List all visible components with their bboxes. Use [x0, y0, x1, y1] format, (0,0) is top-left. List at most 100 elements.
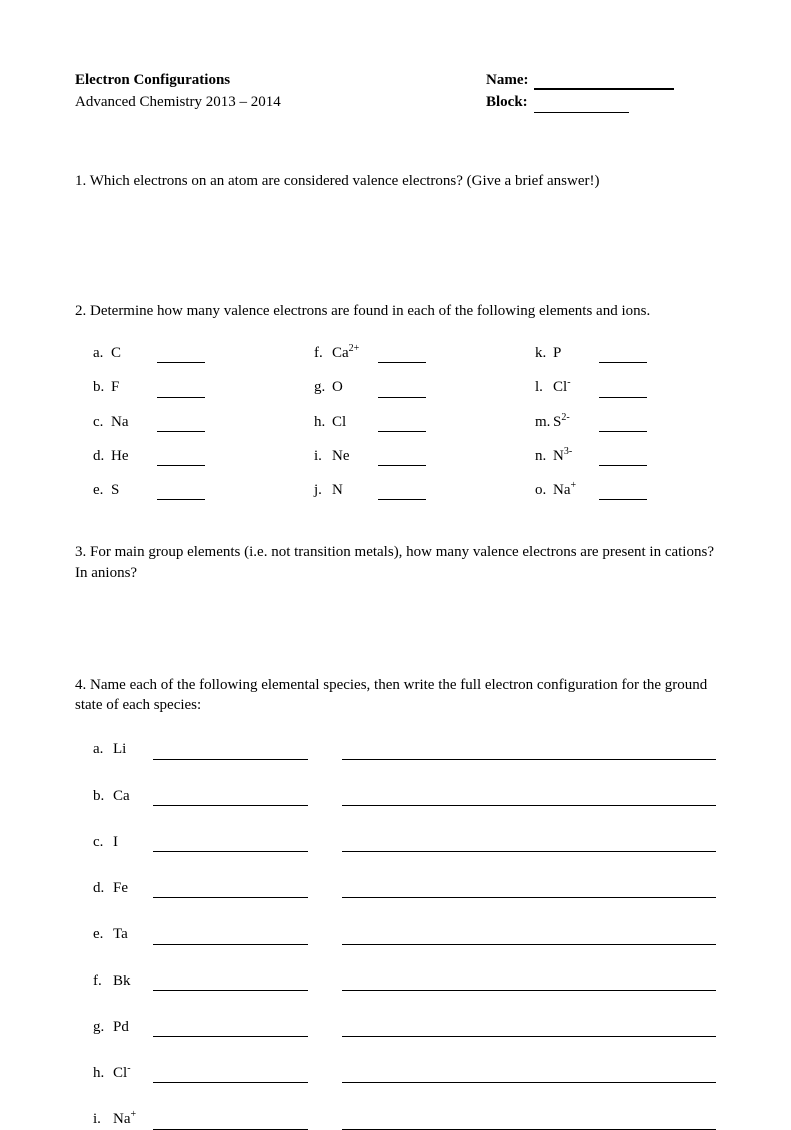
block-label: Block: — [486, 92, 528, 112]
q4-name-blank[interactable] — [153, 976, 308, 991]
q2-answer-blank[interactable] — [157, 348, 205, 363]
q4-config-blank[interactable] — [342, 1115, 716, 1130]
q2-item: i.Ne — [314, 446, 495, 466]
q2-item: b.F — [93, 377, 274, 397]
q4-name-blank[interactable] — [153, 791, 308, 806]
question-3-text: 3. For main group elements (i.e. not tra… — [75, 544, 714, 580]
q2-item-letter: l. — [535, 377, 553, 397]
worksheet-title: Electron Configurations — [75, 70, 230, 90]
q4-config-blank[interactable] — [342, 930, 716, 945]
q2-item: m.S2- — [535, 412, 716, 432]
q4-config-blank[interactable] — [342, 745, 716, 760]
q2-item-letter: a. — [93, 343, 111, 363]
q2-item-label: F — [111, 377, 151, 397]
q2-item: h.Cl — [314, 412, 495, 432]
name-label: Name: — [486, 70, 528, 90]
q2-item: a.C — [93, 343, 274, 363]
q2-answer-blank[interactable] — [157, 383, 205, 398]
question-4-text: 4. Name each of the following elemental … — [75, 677, 707, 713]
q4-row: i.Na+ — [93, 1109, 716, 1129]
q4-row-letter: d. — [93, 878, 113, 898]
q2-item: f.Ca2+ — [314, 343, 495, 363]
q2-answer-blank[interactable] — [599, 348, 647, 363]
q2-answer-blank[interactable] — [378, 451, 426, 466]
q4-row-label: I — [113, 832, 147, 852]
q4-row-letter: b. — [93, 786, 113, 806]
q2-item-letter: b. — [93, 377, 111, 397]
q2-item-letter: d. — [93, 446, 111, 466]
q2-answer-blank[interactable] — [157, 485, 205, 500]
q2-item-label: Cl — [332, 412, 372, 432]
question-4-list: a.Lib.Cac.Id.Fee.Taf.Bkg.Pdh.Cl-i.Na+ — [75, 739, 716, 1129]
q2-item-label: Na+ — [553, 480, 593, 500]
q2-item-letter: k. — [535, 343, 553, 363]
q4-config-blank[interactable] — [342, 791, 716, 806]
q2-item-label: N — [332, 480, 372, 500]
q4-row: c.I — [93, 832, 716, 852]
q4-config-blank[interactable] — [342, 883, 716, 898]
q4-row-label: Fe — [113, 878, 147, 898]
q4-name-blank[interactable] — [153, 1068, 308, 1083]
q2-item-letter: c. — [93, 412, 111, 432]
name-blank[interactable] — [534, 75, 674, 90]
q2-answer-blank[interactable] — [157, 451, 205, 466]
q2-item: j.N — [314, 480, 495, 500]
q2-item-label: He — [111, 446, 151, 466]
q4-config-blank[interactable] — [342, 976, 716, 991]
q2-item-label: Na — [111, 412, 151, 432]
q2-answer-blank[interactable] — [599, 383, 647, 398]
q2-item-letter: m. — [535, 412, 553, 432]
question-2: 2. Determine how many valence electrons … — [75, 301, 716, 501]
q4-name-blank[interactable] — [153, 1022, 308, 1037]
q4-config-blank[interactable] — [342, 1022, 716, 1037]
q4-row-label: Na+ — [113, 1109, 147, 1129]
q4-row-letter: c. — [93, 832, 113, 852]
q2-answer-blank[interactable] — [599, 451, 647, 466]
q2-item-letter: n. — [535, 446, 553, 466]
q2-item-letter: h. — [314, 412, 332, 432]
q4-row-letter: g. — [93, 1017, 113, 1037]
q2-item-label: Ne — [332, 446, 372, 466]
q2-item: n.N3- — [535, 446, 716, 466]
q2-item-letter: o. — [535, 480, 553, 500]
q2-item: k.P — [535, 343, 716, 363]
q2-item: d.He — [93, 446, 274, 466]
question-2-text: 2. Determine how many valence electrons … — [75, 303, 650, 319]
q4-row-letter: f. — [93, 971, 113, 991]
q2-answer-blank[interactable] — [599, 485, 647, 500]
q4-row-label: Li — [113, 739, 147, 759]
q4-row-label: Ta — [113, 924, 147, 944]
question-2-grid: a.Cf.Ca2+k.Pb.Fg.Ol.Cl-c.Nah.Clm.S2-d.He… — [75, 343, 716, 500]
q2-item-label: O — [332, 377, 372, 397]
q2-answer-blank[interactable] — [599, 417, 647, 432]
q2-answer-blank[interactable] — [378, 383, 426, 398]
q2-item-label: C — [111, 343, 151, 363]
q2-item: o.Na+ — [535, 480, 716, 500]
q4-config-blank[interactable] — [342, 837, 716, 852]
q4-name-blank[interactable] — [153, 1115, 308, 1130]
q2-item-label: Ca2+ — [332, 343, 372, 363]
q4-name-blank[interactable] — [153, 930, 308, 945]
q2-item-letter: e. — [93, 480, 111, 500]
q2-answer-blank[interactable] — [378, 348, 426, 363]
q4-name-blank[interactable] — [153, 837, 308, 852]
q2-answer-blank[interactable] — [157, 417, 205, 432]
q2-answer-blank[interactable] — [378, 485, 426, 500]
q2-item-letter: i. — [314, 446, 332, 466]
q4-name-blank[interactable] — [153, 883, 308, 898]
q2-item-label: N3- — [553, 446, 593, 466]
block-blank[interactable] — [534, 98, 629, 113]
q4-config-blank[interactable] — [342, 1068, 716, 1083]
q2-item-letter: f. — [314, 343, 332, 363]
q4-row-letter: a. — [93, 739, 113, 759]
q2-item-label: S — [111, 480, 151, 500]
q4-name-blank[interactable] — [153, 745, 308, 760]
question-4: 4. Name each of the following elemental … — [75, 675, 716, 1130]
q4-row-label: Ca — [113, 786, 147, 806]
q4-row-letter: e. — [93, 924, 113, 944]
q2-answer-blank[interactable] — [378, 417, 426, 432]
question-1-text: 1. Which electrons on an atom are consid… — [75, 173, 599, 189]
question-1: 1. Which electrons on an atom are consid… — [75, 171, 716, 191]
q4-row-letter: h. — [93, 1063, 113, 1083]
q2-item-label: S2- — [553, 412, 593, 432]
